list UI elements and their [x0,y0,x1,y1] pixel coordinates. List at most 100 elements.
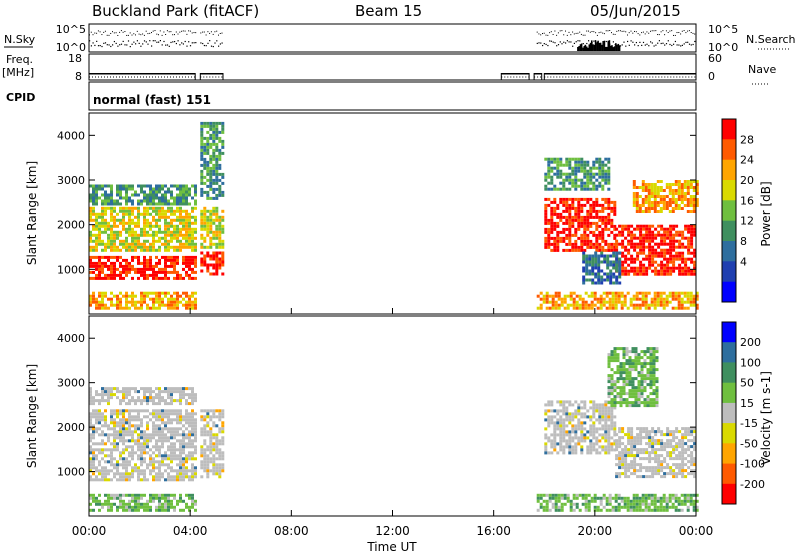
power-cell [627,233,631,237]
power-cell [164,276,167,280]
power-cell [562,230,566,234]
velocity-cell [89,475,92,479]
velocity-cell [651,427,655,431]
power-cell [550,160,554,164]
velocity-cell [155,478,158,482]
power-cell [568,157,572,161]
velocity-cell [568,448,572,452]
nsearch-dot [588,30,589,32]
velocity-cell [191,390,194,394]
power-cell [95,242,98,246]
power-cell [675,254,679,258]
velocity-cell [559,415,563,419]
power-cell [677,195,681,198]
velocity-cell [604,424,608,428]
velocity-cell [92,433,95,437]
power-cell [687,239,691,243]
nsearch-dot [117,34,119,36]
power-cell [200,263,204,267]
velocity-cell [634,365,638,369]
velocity-cell [602,505,606,509]
velocity-cell [624,475,628,479]
power-cell [116,218,119,222]
velocity-cell [672,436,676,440]
velocity-cell [690,469,694,473]
power-cell [689,297,693,301]
velocity-cell [605,508,609,512]
velocity-cell [577,421,581,425]
velocity-cell [604,412,608,416]
power-cell [95,273,98,277]
power-cell [134,306,137,310]
power-cell [140,303,143,307]
velocity-cell [215,442,219,446]
power-cell [601,230,605,234]
velocity-cell [101,469,104,473]
power-cell [618,269,622,273]
power-cell [92,193,95,197]
power-cell [215,178,219,182]
power-cell [681,245,685,249]
power-cell [152,264,155,268]
velocity-cell [137,499,140,503]
velocity-cell [616,392,620,396]
velocity-cell [170,390,173,394]
velocity-cell [565,406,569,410]
velocity-cell [615,439,619,443]
velocity-cell [627,430,631,434]
velocity-cell [176,499,179,503]
power-cell [601,227,605,231]
velocity-cell [616,401,620,405]
velocity-cell [568,436,572,440]
power-cell [671,294,675,298]
nsky-dot [623,41,625,43]
power-cell [686,294,690,298]
velocity-cell [572,493,576,497]
power-cell [636,227,640,231]
power-cell [143,297,146,301]
power-cell [635,195,639,198]
velocity-cell [610,424,614,428]
velocity-cell [636,436,640,440]
power-cell [551,297,555,301]
velocity-cell [627,469,631,473]
nsky-dot [676,44,678,46]
velocity-cell [622,368,626,372]
velocity-cell [666,442,670,446]
power-cell [607,215,611,219]
power-cell [683,192,687,195]
power-cell [215,230,219,234]
power-cell [173,230,176,234]
power-cell [630,242,634,246]
power-cell [200,257,204,261]
power-cell [89,245,92,249]
power-cell [656,210,660,213]
power-cell [550,200,554,204]
velocity-cell [140,442,143,446]
power-cell [221,127,225,131]
velocity-cell [601,445,605,449]
power-cell [209,272,213,276]
velocity-cell [639,442,643,446]
velocity-cell [152,399,155,403]
velocity-cell [200,448,204,452]
nsearch-dot [570,34,572,36]
velocity-cell [128,475,131,479]
nsky-bar [601,44,603,51]
power-cell [209,196,213,200]
power-cell [601,218,605,222]
power-cell [212,178,216,182]
power-cell [167,209,170,213]
power-cell [212,139,216,143]
nsky-dot [673,43,675,45]
power-cell [601,175,605,179]
nsky-dot [648,45,650,47]
cpid-strip [88,81,697,111]
power-cell [98,294,101,298]
power-cell [185,242,188,246]
velocity-cell [598,427,602,431]
power-cell [212,257,216,261]
nsearch-dot [99,31,101,33]
velocity-cell [182,475,185,479]
velocity-cell [565,412,569,416]
